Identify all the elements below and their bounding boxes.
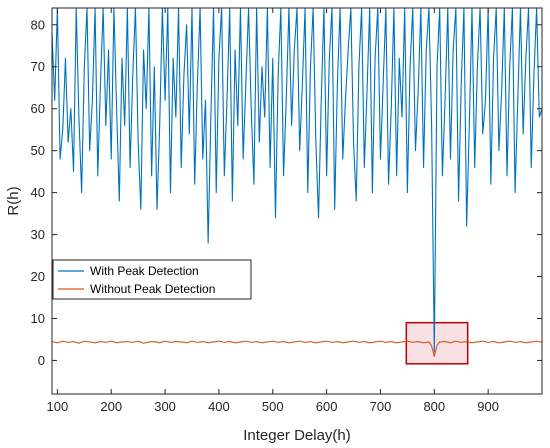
y-tick-label-70: 70 <box>31 59 45 74</box>
plot-frame <box>51 7 543 395</box>
highlight-box-0 <box>405 321 469 365</box>
series-layer <box>52 8 542 357</box>
legend-box <box>52 259 252 300</box>
y-tick-label-60: 60 <box>31 101 45 116</box>
x-tick-label-900: 900 <box>477 399 499 414</box>
x-tick-label-200: 200 <box>100 399 122 414</box>
y-tick-label-30: 30 <box>31 227 45 242</box>
x-tick-label-700: 700 <box>370 399 392 414</box>
x-axis-label: Integer Delay(h) <box>243 427 351 444</box>
legend: With Peak Detection Without Peak Detecti… <box>52 259 252 300</box>
legend-label-without-peak: Without Peak Detection <box>90 282 215 296</box>
legend-label-with-peak: With Peak Detection <box>90 264 199 278</box>
x-tick-label-400: 400 <box>208 399 230 414</box>
y-tick-label-20: 20 <box>31 269 45 284</box>
x-tick-label-600: 600 <box>316 399 338 414</box>
x-axis: 100 200 300 400 500 600 700 800 900 <box>47 8 499 414</box>
x-tick-label-300: 300 <box>154 399 176 414</box>
y-tick-label-10: 10 <box>31 311 45 326</box>
y-axis: 0 10 20 30 40 50 60 70 80 <box>31 17 542 368</box>
series-line-1 <box>52 340 542 357</box>
x-tick-label-500: 500 <box>262 399 284 414</box>
y-tick-label-50: 50 <box>31 143 45 158</box>
x-tick-label-100: 100 <box>47 399 69 414</box>
y-tick-label-40: 40 <box>31 185 45 200</box>
annotation-layer <box>405 321 469 365</box>
y-tick-label-0: 0 <box>38 353 45 368</box>
plot-background <box>52 8 542 394</box>
y-tick-label-80: 80 <box>31 17 45 32</box>
series-line-0 <box>52 8 542 353</box>
x-tick-label-800: 800 <box>423 399 445 414</box>
y-axis-label: R(h) <box>5 186 22 215</box>
